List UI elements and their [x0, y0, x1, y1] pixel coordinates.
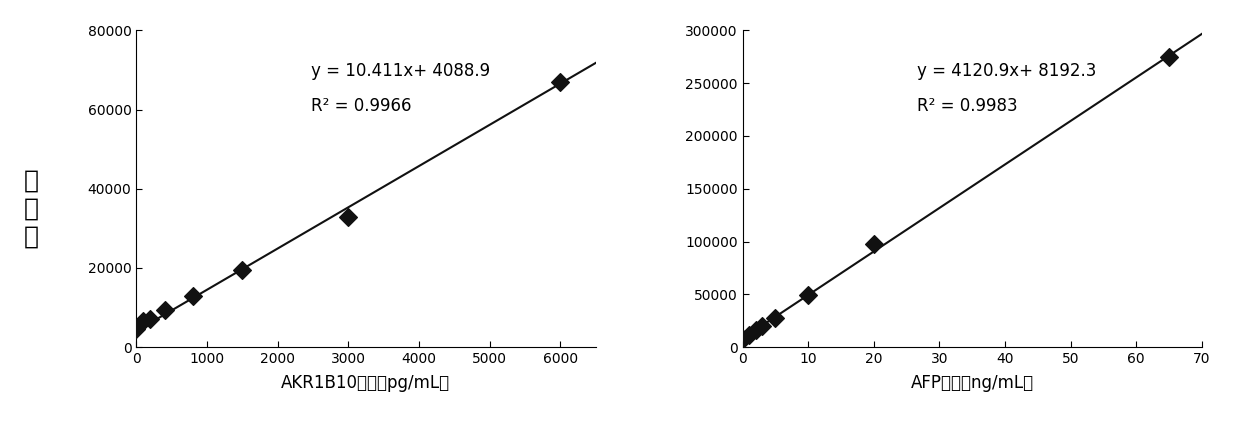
Text: 荧
光
値: 荧 光 値 [24, 168, 38, 248]
Point [126, 326, 146, 333]
Point [134, 318, 154, 325]
Point [338, 213, 358, 220]
Point [140, 316, 160, 323]
Point [740, 331, 760, 338]
Point [155, 306, 175, 313]
Point [183, 292, 203, 299]
Text: R² = 0.9966: R² = 0.9966 [311, 97, 411, 115]
Point [732, 335, 752, 342]
Text: y = 4120.9x+ 8192.3: y = 4120.9x+ 8192.3 [917, 62, 1097, 80]
X-axis label: AKR1B10浓度（pg/mL）: AKR1B10浓度（pg/mL） [281, 375, 451, 392]
Point [752, 322, 772, 329]
Point [766, 314, 786, 321]
Point [798, 292, 818, 299]
Text: y = 10.411x+ 4088.9: y = 10.411x+ 4088.9 [311, 62, 489, 80]
Point [550, 79, 570, 85]
Point [1160, 53, 1180, 60]
Text: R² = 0.9983: R² = 0.9983 [917, 97, 1017, 115]
Point [864, 240, 883, 247]
X-axis label: AFP浓度（ng/mL）: AFP浓度（ng/mL） [911, 375, 1033, 392]
Point [746, 327, 766, 334]
Point [233, 266, 253, 273]
